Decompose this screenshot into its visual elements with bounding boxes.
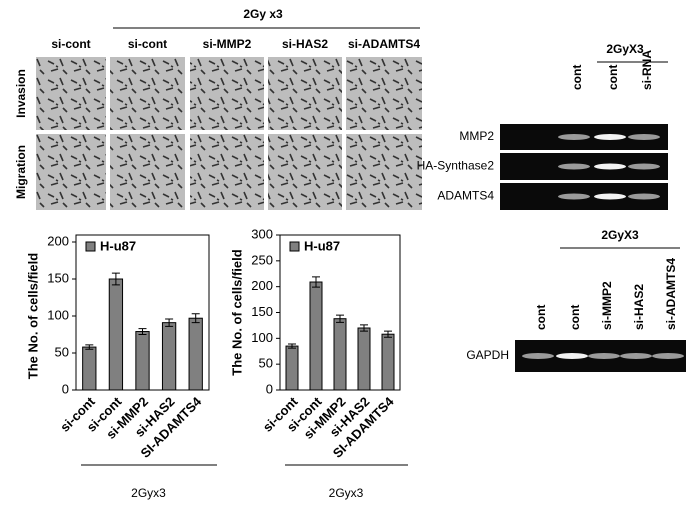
bar bbox=[188, 317, 203, 391]
y-axis-label: The No. of cells/field bbox=[25, 253, 40, 379]
micrograph bbox=[110, 134, 185, 210]
y-tick-label: 200 bbox=[47, 233, 69, 248]
band bbox=[588, 353, 620, 359]
micrograph bbox=[36, 57, 106, 130]
error-bar bbox=[111, 272, 120, 286]
micrograph bbox=[268, 57, 342, 130]
band bbox=[558, 163, 590, 170]
bar bbox=[135, 331, 150, 391]
micrograph bbox=[36, 134, 106, 210]
column-label: si-MMP2 bbox=[203, 37, 252, 51]
legend-swatch bbox=[289, 241, 300, 252]
column-label: si-cont bbox=[128, 37, 167, 51]
y-tick-label: 50 bbox=[259, 356, 273, 371]
group-label: 2Gyx3 bbox=[131, 486, 166, 500]
bar bbox=[381, 333, 395, 391]
lane-label: si-HAS2 bbox=[632, 284, 646, 330]
micrograph bbox=[190, 134, 264, 210]
bar bbox=[333, 318, 347, 391]
column-label: si-cont bbox=[51, 37, 90, 51]
bar bbox=[357, 327, 371, 391]
band bbox=[628, 163, 660, 170]
band bbox=[652, 353, 684, 359]
lane-label: cont bbox=[568, 305, 582, 330]
y-axis-label: The No. of cells/field bbox=[229, 249, 244, 375]
error-bar bbox=[336, 314, 344, 323]
lane-label: si-ADAMTS4 bbox=[664, 258, 678, 330]
y-tick-label: 150 bbox=[251, 304, 273, 319]
error-bar bbox=[85, 344, 94, 350]
band bbox=[594, 193, 626, 200]
row-label: Invasion bbox=[14, 69, 28, 118]
y-tick-label: 200 bbox=[251, 278, 273, 293]
micrograph bbox=[346, 134, 422, 210]
error-bar bbox=[138, 328, 147, 335]
header: 2GyX3 bbox=[601, 228, 639, 242]
row-label: ADAMTS4 bbox=[437, 189, 494, 203]
bar bbox=[161, 322, 177, 391]
bar bbox=[82, 346, 97, 391]
y-tick-label: 0 bbox=[266, 381, 273, 396]
band bbox=[522, 353, 554, 359]
band bbox=[556, 353, 588, 359]
y-tick-label: 0 bbox=[62, 381, 69, 396]
legend-label: H-u87 bbox=[304, 238, 340, 253]
y-tick-label: 150 bbox=[47, 270, 69, 285]
y-tick-label: 100 bbox=[47, 307, 69, 322]
lane-label: cont bbox=[570, 65, 584, 90]
band bbox=[594, 134, 626, 140]
y-tick-label: 300 bbox=[251, 226, 273, 241]
bar bbox=[108, 278, 124, 391]
column-label: si-ADAMTS4 bbox=[348, 37, 420, 51]
lane-label: cont bbox=[606, 65, 620, 90]
error-bar bbox=[288, 343, 296, 349]
legend-swatch bbox=[85, 241, 96, 252]
error-bar bbox=[312, 276, 320, 288]
micrograph bbox=[190, 57, 264, 130]
lane-label: si-MMP2 bbox=[600, 281, 614, 330]
legend-label: H-u87 bbox=[100, 238, 136, 253]
band bbox=[620, 353, 652, 359]
row-label: GAPDH bbox=[466, 348, 509, 362]
band bbox=[628, 134, 660, 140]
micrograph bbox=[346, 57, 422, 130]
band bbox=[628, 193, 660, 200]
error-bar bbox=[360, 324, 368, 332]
micrograph bbox=[110, 57, 185, 130]
lane-label: si-RNA bbox=[640, 50, 654, 90]
bar bbox=[285, 345, 299, 391]
error-bar bbox=[165, 318, 174, 327]
y-tick-label: 250 bbox=[251, 252, 273, 267]
band bbox=[558, 193, 590, 200]
row-label: MMP2 bbox=[459, 129, 494, 143]
group-label: 2Gyx3 bbox=[329, 486, 364, 500]
micrograph bbox=[268, 134, 342, 210]
y-tick-label: 100 bbox=[251, 330, 273, 345]
bar bbox=[309, 281, 323, 391]
error-bar bbox=[384, 330, 392, 338]
header: 2Gy x3 bbox=[243, 7, 283, 21]
y-tick-label: 50 bbox=[55, 344, 69, 359]
column-label: si-HAS2 bbox=[282, 37, 328, 51]
row-label: HA-Synthase2 bbox=[417, 159, 495, 173]
lane-label: cont bbox=[534, 305, 548, 330]
header: 2GyX3 bbox=[606, 42, 644, 56]
band bbox=[558, 134, 590, 140]
error-bar bbox=[191, 313, 200, 324]
band bbox=[594, 163, 626, 170]
row-label: Migration bbox=[14, 145, 28, 199]
